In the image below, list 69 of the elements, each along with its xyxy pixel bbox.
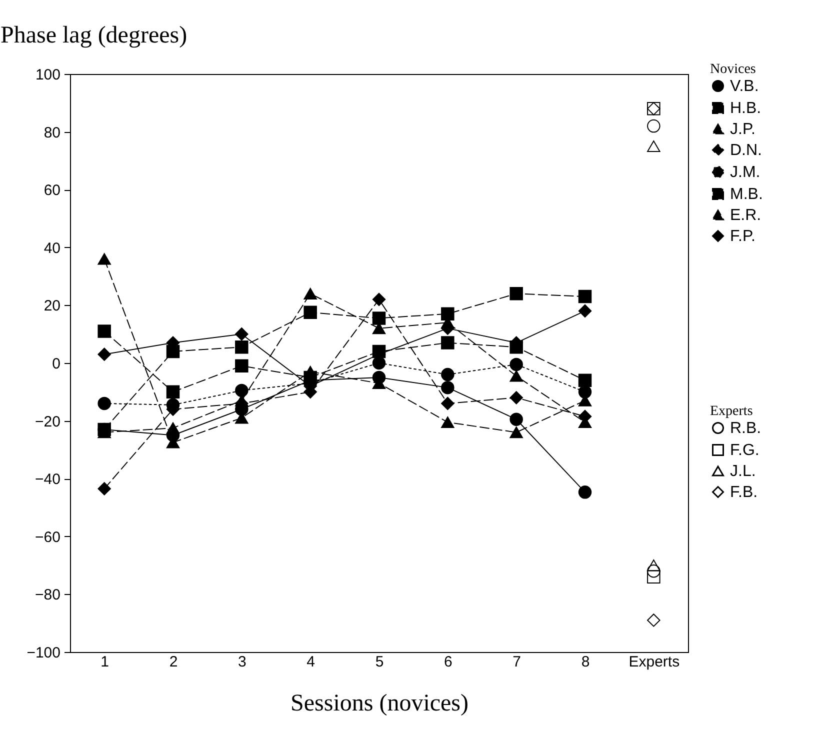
- x-tick-label: 4: [306, 654, 316, 670]
- point: [510, 358, 523, 372]
- point: [98, 324, 111, 338]
- legend-label: J.M.: [730, 164, 760, 181]
- point: [510, 426, 523, 438]
- point: [304, 366, 317, 378]
- point: [441, 416, 454, 428]
- y-tick-label: −40: [35, 471, 60, 488]
- point: [235, 340, 248, 354]
- point: [510, 370, 523, 382]
- x-tick-label: 3: [238, 654, 246, 670]
- point: [235, 359, 248, 373]
- legend-label: H.B.: [730, 100, 762, 117]
- point: [235, 384, 248, 398]
- point: [304, 288, 317, 300]
- x-tick-label: 5: [375, 654, 384, 670]
- point: [98, 253, 111, 265]
- point: [98, 396, 111, 410]
- legend-label: E.R.: [730, 207, 762, 224]
- x-tick-label: 6: [444, 654, 452, 670]
- x-tick-label: Experts: [628, 654, 680, 670]
- x-axis-title: Sessions (novices): [290, 690, 468, 716]
- legend-label: J.P.: [730, 121, 756, 138]
- legend-label: R.B.: [730, 420, 762, 437]
- legend-title: Novices: [710, 62, 756, 77]
- point: [578, 304, 592, 318]
- point: [98, 348, 111, 361]
- legend-label: M.B.: [730, 186, 763, 203]
- point: [98, 482, 111, 496]
- y-tick-label: 40: [44, 240, 60, 257]
- point: [372, 322, 386, 334]
- point: [441, 307, 454, 320]
- y-tick-label: −60: [35, 528, 60, 546]
- point: [510, 391, 523, 404]
- point: [235, 327, 248, 341]
- y-tick-label: 0: [52, 356, 60, 372]
- legend-label: F.B.: [730, 484, 758, 501]
- point: [166, 422, 180, 434]
- y-tick-label: 100: [35, 66, 60, 84]
- y-tick-label: 20: [44, 298, 60, 315]
- point: [510, 412, 523, 426]
- point: [578, 486, 592, 499]
- x-tick-label: 1: [100, 654, 110, 670]
- point: [441, 380, 454, 394]
- point: [441, 336, 454, 350]
- y-tick-label: −80: [35, 586, 60, 604]
- point: [304, 306, 317, 320]
- text: Experts: [710, 404, 753, 419]
- legend-label: F.G.: [730, 442, 760, 459]
- point: [441, 368, 454, 382]
- legend-label: V.B.: [730, 78, 759, 95]
- point: [372, 292, 386, 306]
- point: [372, 312, 386, 325]
- legend-label: J.L.: [730, 463, 756, 480]
- x-tick-label: 2: [169, 654, 178, 670]
- legend-label: D.N.: [730, 142, 762, 159]
- y-tick-label: −100: [26, 644, 60, 662]
- legend-label: F.P.: [730, 228, 756, 245]
- point: [578, 374, 592, 387]
- point: [510, 287, 523, 300]
- y-tick-label: 60: [44, 182, 60, 200]
- y-tick-label: −20: [35, 413, 60, 430]
- y-tick-label: 80: [44, 124, 60, 142]
- point: [441, 396, 454, 410]
- point: [166, 385, 180, 399]
- x-tick-label: 8: [581, 654, 590, 670]
- point: [578, 290, 592, 304]
- y-axis-title: Phase lag (degrees): [0, 22, 188, 48]
- x-tick-label: 7: [512, 654, 522, 670]
